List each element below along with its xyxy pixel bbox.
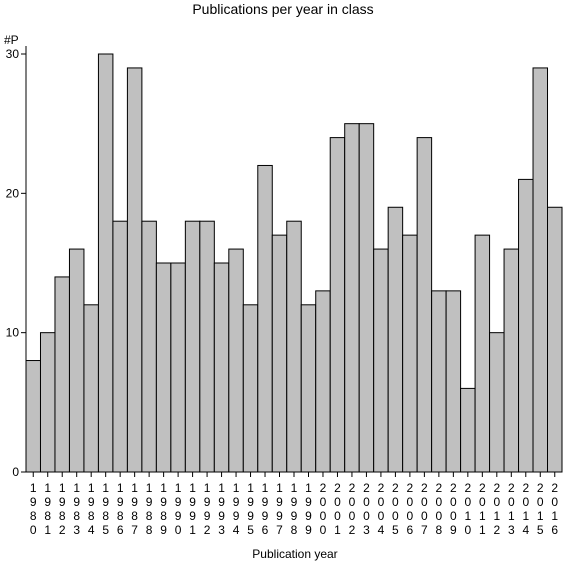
bar-2010 (460, 387, 476, 473)
y-tick-label-20: 20 (6, 186, 20, 200)
bar-1999 (300, 304, 317, 473)
bar-1989 (155, 262, 172, 473)
bar-1994 (228, 248, 244, 473)
bar-2002 (344, 123, 360, 473)
bar-2011 (474, 234, 491, 473)
bar-2015 (532, 67, 549, 473)
y-ticks-group: 0 10 20 30 (6, 47, 26, 479)
y-axis-label: #P (4, 33, 19, 47)
bar-1981 (39, 332, 56, 473)
bar-1983 (68, 248, 85, 473)
y-tick-label-30: 30 (6, 47, 20, 61)
bar-1998 (286, 220, 302, 473)
bar-1982 (54, 276, 70, 473)
bar-2014 (518, 178, 534, 473)
bar-1997 (271, 234, 288, 473)
bar-2008 (431, 290, 447, 473)
bar-2007 (416, 137, 433, 473)
bar-1986 (112, 220, 128, 473)
bar-1996 (257, 164, 273, 473)
x-ticks-group: 1 9 8 0 1 9 8 1 1 9 8 2 1 9 8 3 1 9 8 4 1 9 8 5 1 9 8 6 1 9 8 7 1 9 8 8 1 9 8 9… (30, 472, 558, 537)
bar-2012 (489, 332, 505, 473)
bar-1991 (184, 220, 201, 473)
bar-1985 (97, 53, 114, 473)
bar-1984 (83, 304, 99, 473)
bar-2016 (547, 206, 563, 473)
bar-2003 (358, 123, 375, 473)
bar-2006 (402, 234, 418, 473)
bar-2005 (387, 206, 404, 473)
bar-2000 (315, 290, 331, 473)
bar-1987 (126, 67, 143, 473)
bar-1980 (25, 360, 41, 473)
bar-2001 (329, 137, 346, 473)
bar-2013 (503, 248, 520, 473)
x-axis-label: Publication year (252, 547, 337, 561)
bar-2009 (445, 290, 462, 473)
bar-1992 (199, 220, 215, 473)
y-tick-label-0: 0 (12, 465, 19, 479)
bar-1988 (141, 220, 157, 473)
y-tick-label-10: 10 (6, 326, 20, 340)
bar-2004 (373, 248, 389, 473)
bar-1990 (170, 262, 186, 473)
bar-1993 (213, 262, 230, 473)
bar-1995 (242, 304, 259, 473)
chart-title: Publications per year in class (192, 1, 373, 17)
bars-group (25, 53, 563, 473)
